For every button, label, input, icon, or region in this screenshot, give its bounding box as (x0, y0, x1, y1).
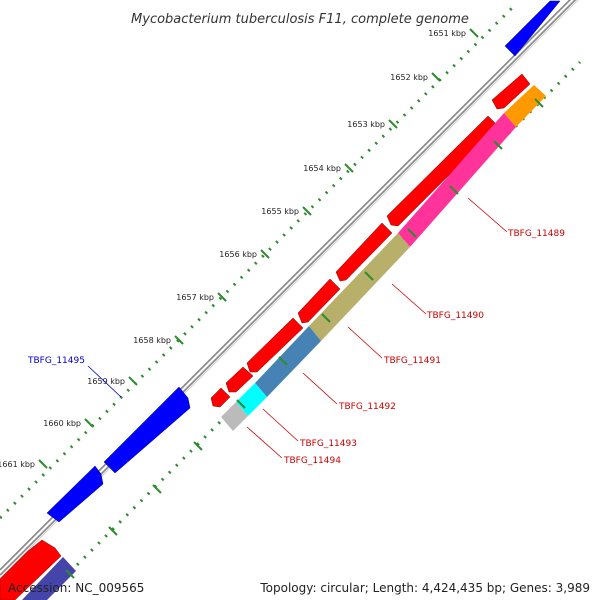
tick-mark (260, 249, 270, 259)
tick-mark (344, 163, 354, 173)
tick-label: 1661 kbp (0, 460, 35, 469)
tick-mark (364, 271, 374, 281)
gene-label[interactable]: TBFG_11490 (426, 311, 484, 321)
tick-mark (128, 376, 138, 386)
gene-label[interactable]: TBFG_11492 (338, 402, 396, 412)
gene-arrow-reverse[interactable] (386, 115, 499, 227)
tick-label: 1654 kbp (303, 164, 341, 173)
tick-label: 1652 kbp (390, 73, 428, 82)
tick-mark (431, 72, 441, 82)
gene-arrow-reverse[interactable] (335, 222, 393, 282)
tick-mark (407, 228, 417, 238)
tick-label: 1657 kbp (176, 293, 214, 302)
tick-label: 1651 kbp (428, 29, 466, 38)
label-lines (87, 197, 508, 459)
outer-tick-line (0, 6, 514, 520)
tick-label: 1659 kbp (87, 377, 125, 386)
tick-mark (278, 356, 288, 366)
callout-line (391, 283, 427, 315)
gene-arrow-forward[interactable] (103, 386, 191, 474)
gene-arrow-reverse[interactable] (0, 539, 62, 600)
gene-arrow-forward[interactable] (504, 0, 561, 57)
category-bars (22, 85, 546, 600)
gene-label[interactable]: TBFG_11491 (383, 356, 441, 366)
reverse-genes (0, 73, 531, 600)
tick-label: 1658 kbp (133, 336, 171, 345)
tick-mark (302, 206, 312, 216)
category-bar-grey (221, 402, 248, 431)
gene-label[interactable]: TBFG_11493 (299, 439, 357, 449)
tick-mark (217, 292, 227, 302)
tick-label: 1656 kbp (219, 250, 257, 259)
tick-mark (152, 484, 162, 494)
gene-arrow-forward[interactable] (46, 465, 104, 523)
tick-mark (108, 526, 118, 536)
category-bar-steel (255, 326, 321, 397)
tick-mark (84, 418, 94, 428)
tick-mark (388, 119, 398, 129)
tick-label: 1660 kbp (43, 419, 81, 428)
callout-line (467, 197, 508, 233)
gene-label[interactable]: TBFG_11495 (27, 356, 85, 366)
genome-summary-text: Topology: circular; Length: 4,424,435 bp… (260, 581, 590, 595)
callout-line (347, 326, 383, 359)
tick-mark (65, 569, 75, 579)
callout-line (246, 426, 283, 459)
callout-line (262, 408, 299, 442)
category-bar-olive (309, 233, 410, 341)
tick-mark (321, 313, 331, 323)
tick-mark (449, 185, 459, 195)
tick-layer: 1651 kbp 1652 kbp 1653 kbp 1654 kbp 1655 kbp… (0, 28, 544, 579)
backbone-outer (0, 0, 572, 571)
gene-arrow-reverse[interactable] (246, 317, 304, 373)
gene-arrow-reverse[interactable] (491, 73, 531, 110)
gene-arrow-reverse[interactable] (225, 366, 254, 393)
category-bar-slate (22, 557, 76, 600)
category-bar-pink (398, 113, 516, 247)
map-title: Mycobacterium tuberculosis F11, complete… (131, 12, 469, 27)
gene-arrow-reverse[interactable] (210, 387, 231, 408)
tick-mark (193, 441, 203, 451)
gene-label[interactable]: TBFG_11489 (507, 229, 565, 239)
tick-mark (38, 459, 48, 469)
tick-mark (174, 335, 184, 345)
callout-line (302, 372, 338, 405)
gene-arrow-reverse[interactable] (297, 278, 341, 324)
gene-label[interactable]: TBFG_11494 (283, 456, 341, 466)
accession-text: Accession: NC_009565 (8, 581, 145, 595)
category-bar-orange (504, 85, 546, 127)
callout-line (87, 365, 122, 398)
tick-mark (469, 28, 479, 38)
tick-mark (534, 98, 544, 108)
tick-mark (236, 399, 246, 409)
tick-label: 1655 kbp (261, 207, 299, 216)
forward-genes (46, 0, 561, 523)
tick-label: 1653 kbp (347, 120, 385, 129)
tick-mark (493, 140, 503, 150)
